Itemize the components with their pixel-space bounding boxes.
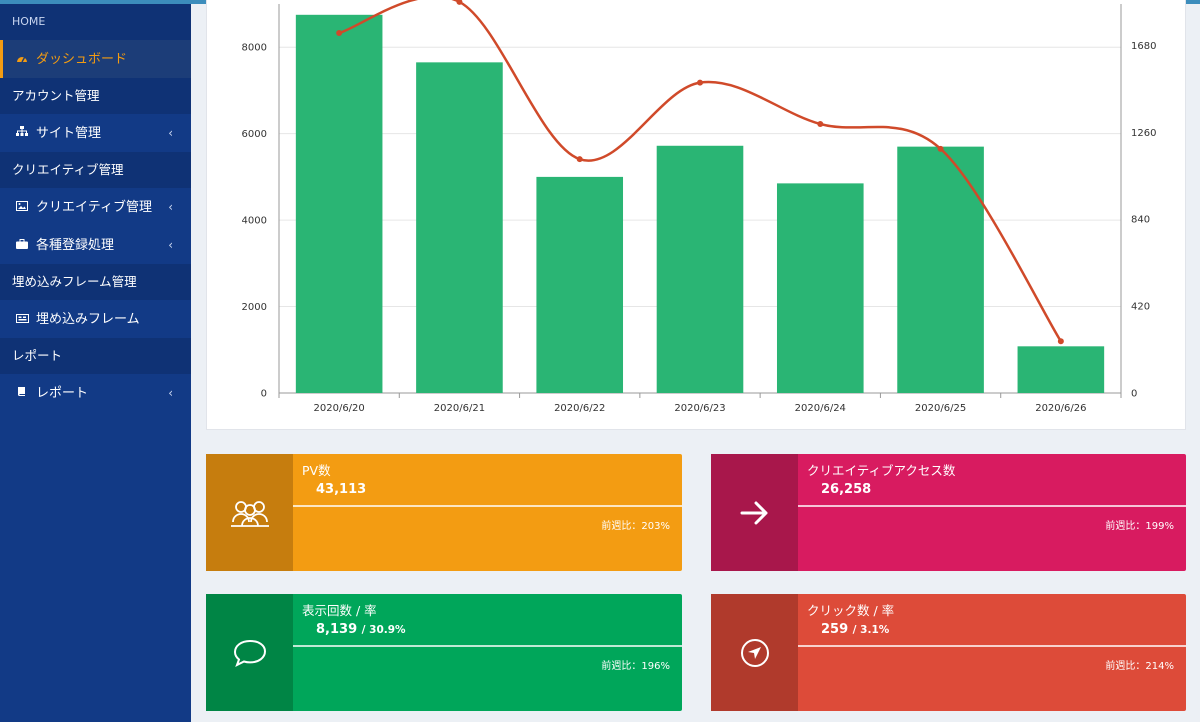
chevron-left-icon: ‹ [168,238,173,252]
bar [776,183,864,393]
sidebar-item-label: ダッシュボード [36,52,128,67]
line-point [576,156,583,163]
location-arrow-icon [711,594,798,711]
card-value: 26,258 [821,482,871,497]
sidebar-item-label: レポート [36,386,89,401]
card-progress-bar [293,505,682,507]
bar [416,62,503,393]
card-progress-bar [798,645,1186,647]
sidebar-item-dashboard[interactable]: ダッシュボード [0,40,191,78]
frame-icon [14,300,30,338]
line-point [697,79,703,86]
x-tick-label: 2020/6/25 [915,403,966,414]
x-tick-label: 2020/6/22 [554,403,605,414]
card-description: 前週比：196% [601,661,670,672]
sidebar-section-report[interactable]: レポート [0,338,191,374]
card-value-number: 8,139 [316,622,358,637]
sidebar-item-label: サイト管理 [36,126,102,141]
chevron-left-icon: ‹ [168,200,173,214]
y-right-tick-label: 420 [1131,302,1150,313]
card-rate: / 3.1% [852,624,890,636]
sidebar: HOME ダッシュボード アカウント管理 サイト管理 ‹ クリエイティブ管理 ク… [0,4,191,722]
card-value: 259 / 3.1% [821,622,889,637]
sidebar-item-creative-management[interactable]: クリエイティブ管理 ‹ [0,188,191,226]
card-value: 43,113 [316,482,366,497]
x-tick-label: 2020/6/24 [795,403,846,414]
card-title: クリエイティブアクセス数 [807,463,956,478]
y-right-tick-label: 0 [1131,389,1137,400]
line-point [1057,338,1064,345]
card-progress-bar [293,645,682,647]
line-point [817,121,824,128]
card-title: PV数 [302,463,331,478]
arrow-right-icon [711,454,798,571]
clicks-card[interactable]: クリック数 / 率 259 / 3.1% 前週比：214% [711,594,1186,711]
x-tick-label: 2020/6/23 [674,403,725,414]
sidebar-item-label: クリエイティブ管理 [36,200,152,215]
sitemap-icon [14,114,30,152]
card-value-number: 26,258 [821,482,872,497]
sidebar-item-embed-frame[interactable]: 埋め込みフレーム [0,300,191,338]
y-left-tick-label: 8000 [242,43,267,54]
card-value-number: 43,113 [316,482,367,497]
card-progress-bar [798,505,1186,507]
bar [536,176,624,393]
y-left-tick-label: 2000 [242,302,267,313]
line-point [937,145,944,152]
sidebar-item-label: 各種登録処理 [36,238,115,253]
line-point [336,29,343,36]
sidebar-item-report[interactable]: レポート ‹ [0,374,191,412]
weekly-chart-panel: 0 2000 4000 6000 8000 0 420 840 1260 1680 2020/6/2… [206,0,1186,430]
y-right-tick-label: 1680 [1131,41,1156,52]
card-rate: / 30.9% [361,624,406,636]
sidebar-section-account[interactable]: アカウント管理 [0,78,191,114]
card-value: 8,139 / 30.9% [316,622,406,637]
briefcase-icon [14,226,30,264]
bar [1017,346,1105,393]
sidebar-section-embed-frame[interactable]: 埋め込みフレーム管理 [0,264,191,300]
card-value-number: 259 [821,622,849,637]
card-description: 前週比：203% [601,521,670,532]
combo-chart: 0 2000 4000 6000 8000 0 420 840 1260 1680 2020/6/2… [242,0,1156,414]
y-left-tick-label: 0 [261,389,267,400]
bar [295,14,383,394]
sidebar-header: HOME [0,4,191,40]
sidebar-item-site-management[interactable]: サイト管理 ‹ [0,114,191,152]
card-title: 表示回数 / 率 [302,603,377,618]
bar [656,145,744,393]
sidebar-item-registration[interactable]: 各種登録処理 ‹ [0,226,191,264]
x-tick-label: 2020/6/21 [434,403,485,414]
y-right-tick-label: 1260 [1131,128,1156,139]
card-description: 前週比：199% [1105,521,1174,532]
y-right-tick-label: 840 [1131,215,1150,226]
chevron-left-icon: ‹ [168,386,173,400]
sidebar-item-label: 埋め込みフレーム [36,312,140,327]
card-title: クリック数 / 率 [807,603,895,618]
creative-access-card[interactable]: クリエイティブアクセス数 26,258 前週比：199% [711,454,1186,571]
y-left-tick-label: 4000 [242,216,267,227]
x-tick-label: 2020/6/20 [314,403,365,414]
pv-card[interactable]: PV数 43,113 前週比：203% [206,454,682,571]
image-icon [14,188,30,226]
y-left-tick-label: 6000 [242,129,267,140]
impressions-card[interactable]: 表示回数 / 率 8,139 / 30.9% 前週比：196% [206,594,682,711]
card-description: 前週比：214% [1105,661,1174,672]
book-icon [14,374,30,412]
x-tick-label: 2020/6/26 [1035,403,1086,414]
dashboard-icon [14,40,30,78]
users-icon [206,454,293,571]
chevron-left-icon: ‹ [168,126,173,140]
sidebar-section-creative[interactable]: クリエイティブ管理 [0,152,191,188]
line-point [456,0,463,5]
comment-icon [206,594,293,711]
bar [897,146,984,393]
